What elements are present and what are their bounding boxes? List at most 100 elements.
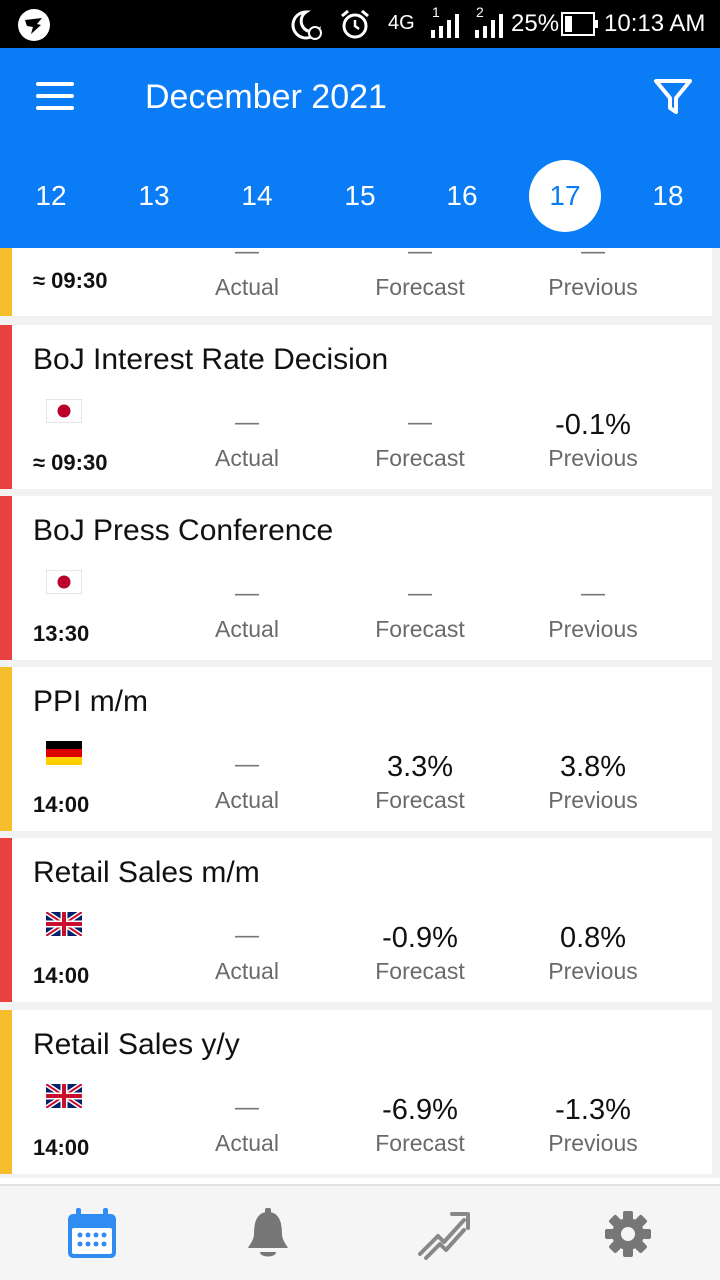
previous-col: -0.1% Previous (508, 409, 678, 472)
actual-label: Actual (215, 274, 279, 300)
forecast-label: Forecast (375, 1130, 465, 1156)
previous-col: — Previous (508, 580, 678, 643)
day-15[interactable]: 15 (344, 180, 376, 211)
hamburger-menu-icon[interactable] (36, 82, 76, 112)
event-title: PPI m/m (33, 685, 149, 718)
forecast-value: -6.9% (382, 1094, 458, 1126)
forecast-value: — (408, 248, 432, 265)
event-row-4[interactable]: Retail Sales m/m 14:00 — Actual -0.9% Fo… (0, 838, 712, 1002)
previous-value: -0.1% (555, 409, 631, 441)
sim1-indicator: 1 (432, 4, 440, 20)
forecast-label: Forecast (375, 958, 465, 984)
clock: 10:13 AM (604, 10, 706, 37)
previous-label: Previous (548, 274, 638, 300)
japan-flag-icon (46, 399, 82, 423)
previous-value: -1.3% (555, 1094, 631, 1126)
actual-col: — Actual (162, 580, 332, 643)
actual-label: Actual (215, 1130, 279, 1156)
previous-col: — Previous (508, 248, 678, 301)
actual-value: — (235, 922, 259, 949)
event-row-2[interactable]: BoJ Press Conference 13:30 — Actual — Fo… (0, 496, 712, 660)
previous-value: 0.8% (559, 922, 627, 954)
previous-label: Previous (548, 958, 638, 984)
impact-bar (0, 838, 12, 1002)
gear-icon[interactable] (598, 1206, 658, 1262)
impact-bar (0, 496, 12, 660)
forecast-value: 3.3% (386, 751, 454, 783)
actual-col: — Actual (162, 751, 332, 814)
forecast-value: — (408, 409, 432, 436)
forecast-label: Forecast (375, 787, 465, 813)
actual-col: — Actual (162, 922, 332, 985)
forecast-label: Forecast (375, 274, 465, 300)
battery-icon (561, 12, 598, 36)
day-selector: 12 13 14 15 16 17 18 (0, 156, 720, 236)
previous-label: Previous (548, 445, 638, 471)
app-header: December 2021 12 13 14 15 16 17 18 (0, 48, 720, 248)
forecast-col: 3.3% Forecast (335, 751, 505, 814)
day-16[interactable]: 16 (446, 180, 478, 211)
signal-icon-sim2 (475, 14, 503, 38)
forecast-col: — Forecast (335, 580, 505, 643)
previous-value: — (581, 248, 605, 265)
impact-bar (0, 667, 12, 831)
impact-bar (0, 248, 12, 316)
night-clock-icon (291, 10, 322, 40)
event-title: BoJ Interest Rate Decision (33, 343, 389, 376)
day-18[interactable]: 18 (652, 180, 684, 211)
day-13[interactable]: 13 (138, 180, 170, 211)
bell-icon[interactable] (238, 1206, 298, 1262)
event-list[interactable]: ≈ 09:30 — Actual — Forecast — Previous B… (0, 248, 720, 1178)
calendar-icon[interactable] (62, 1206, 122, 1262)
event-title: BoJ Press Conference (33, 514, 334, 547)
previous-value: — (581, 580, 605, 607)
actual-value: — (235, 580, 259, 607)
forecast-value: -0.9% (382, 922, 458, 954)
event-title: Retail Sales m/m (33, 856, 260, 889)
actual-col: — Actual (162, 1094, 332, 1157)
filter-icon[interactable] (652, 76, 694, 118)
alarm-icon (341, 9, 369, 39)
actual-label: Actual (215, 616, 279, 642)
sim2-indicator: 2 (476, 4, 484, 20)
forecast-col: -6.9% Forecast (335, 1094, 505, 1157)
actual-value: — (235, 409, 259, 436)
germany-flag-icon (46, 741, 82, 765)
forecast-label: Forecast (375, 445, 465, 471)
previous-col: 0.8% Previous (508, 922, 678, 985)
day-12[interactable]: 12 (35, 180, 67, 211)
bottom-navigation (0, 1184, 720, 1280)
forecast-value: — (408, 580, 432, 607)
event-time: 13:30 (33, 621, 90, 646)
event-time: ≈ 09:30 (33, 450, 108, 475)
event-row-0[interactable]: ≈ 09:30 — Actual — Forecast — Previous (0, 248, 712, 316)
japan-flag-icon (46, 570, 82, 594)
signal-icon-sim1 (431, 14, 459, 38)
event-time: 14:00 (33, 792, 90, 817)
event-row-5[interactable]: Retail Sales y/y 14:00 — Actual -6.9% Fo… (0, 1010, 712, 1174)
previous-col: -1.3% Previous (508, 1094, 678, 1157)
event-time: ≈ 09:30 (33, 268, 108, 293)
previous-value: 3.8% (559, 751, 627, 783)
status-bar: 4G 1 2 25% 10:13 AM (0, 0, 720, 48)
forecast-col: -0.9% Forecast (335, 922, 505, 985)
event-row-3[interactable]: PPI m/m 14:00 — Actual 3.3% Forecast 3.8… (0, 667, 712, 831)
impact-bar (0, 325, 12, 489)
day-14[interactable]: 14 (241, 180, 273, 211)
actual-label: Actual (215, 958, 279, 984)
app-logo-icon (18, 9, 50, 41)
battery-percent: 25% (511, 10, 560, 37)
actual-col: — Actual (162, 248, 332, 301)
actual-label: Actual (215, 787, 279, 813)
actual-col: — Actual (162, 409, 332, 472)
event-title: Retail Sales y/y (33, 1028, 240, 1061)
network-type: 4G (388, 12, 415, 34)
day-17-selected[interactable]: 17 (529, 160, 601, 232)
uk-flag-icon (46, 912, 82, 936)
actual-value: — (235, 751, 259, 778)
month-title[interactable]: December 2021 (145, 78, 387, 116)
actual-value: — (235, 248, 259, 265)
event-row-1[interactable]: BoJ Interest Rate Decision ≈ 09:30 — Act… (0, 325, 712, 489)
chart-trend-icon[interactable] (412, 1206, 472, 1262)
previous-col: 3.8% Previous (508, 751, 678, 814)
